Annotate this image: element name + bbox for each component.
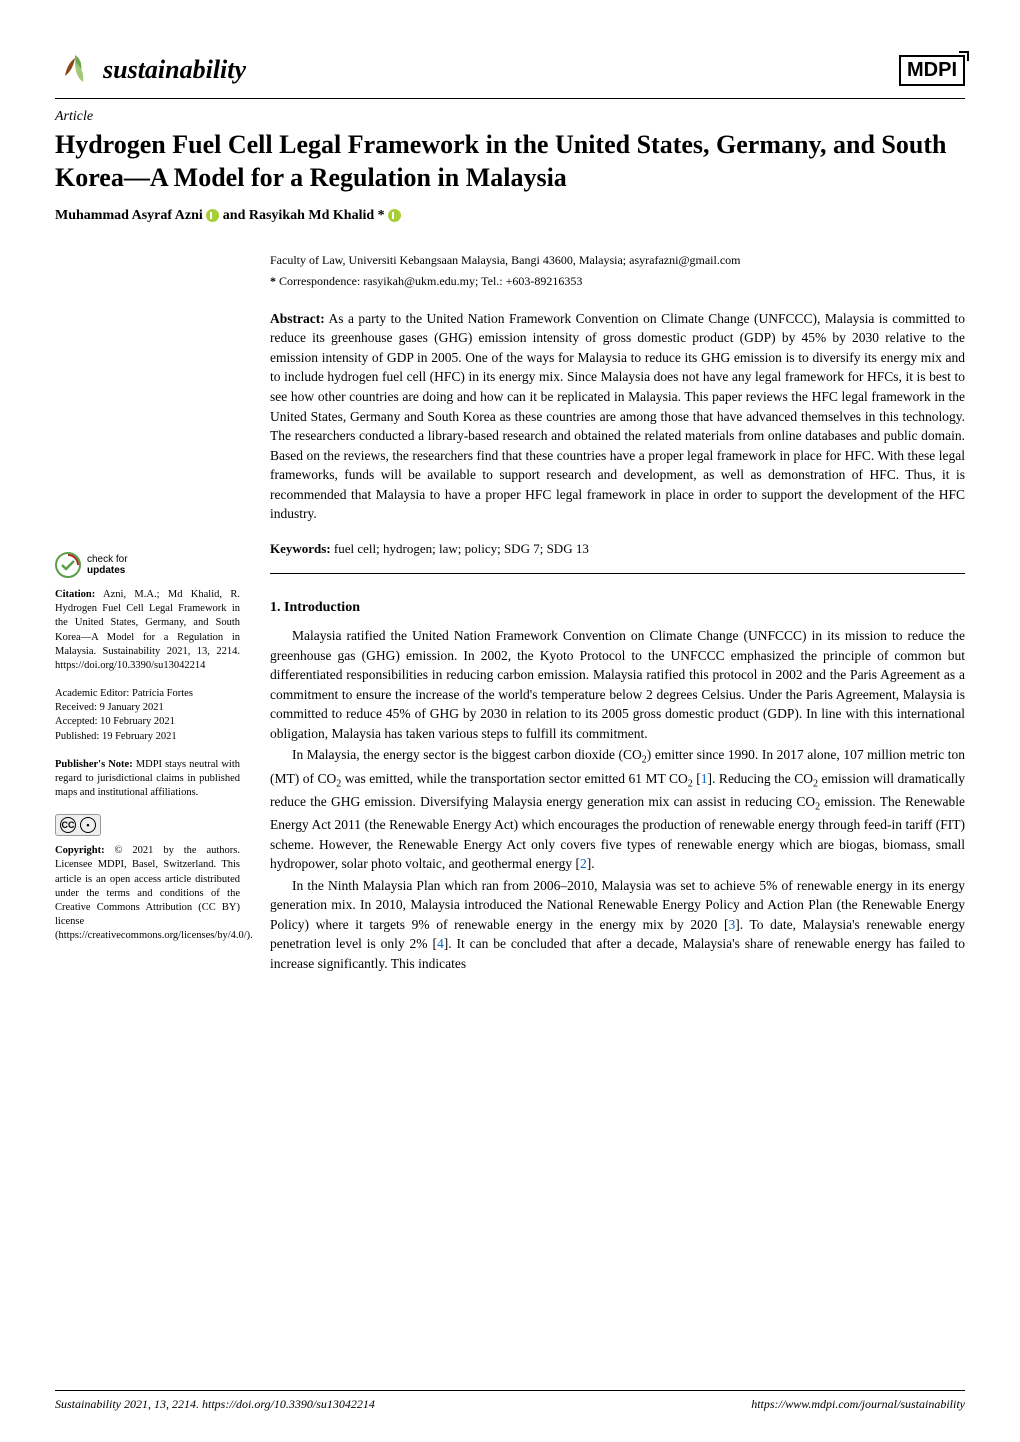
mdpi-logo: MDPI [899, 55, 965, 86]
sidebar: check for updates Citation: Azni, M.A.; … [55, 252, 240, 976]
page-header: sustainability MDPI [55, 50, 965, 99]
author-1: Muhammad Asyraf Azni [55, 208, 203, 223]
check-updates-icon [55, 552, 81, 578]
intro-para-2: In Malaysia, the energy sector is the bi… [270, 745, 965, 873]
editor-block: Academic Editor: Patrícia Fortes Receive… [55, 687, 240, 744]
authors: Muhammad Asyraf Azni and Rasyikah Md Kha… [55, 208, 965, 224]
ref-4[interactable]: 4 [437, 936, 444, 951]
cc-icon: CC [60, 817, 76, 833]
editor-label: Academic Editor: [55, 688, 129, 699]
orcid-icon[interactable] [388, 209, 401, 222]
copyright-block: Copyright: © 2021 by the authors. Licens… [55, 844, 240, 943]
note-label: Publisher's Note: [55, 759, 133, 770]
citation-label: Citation: [55, 589, 95, 600]
leaf-icon [55, 50, 95, 90]
author-2: and Rasyikah Md Khalid * [223, 208, 385, 223]
check-updates[interactable]: check for updates [55, 552, 240, 578]
citation-block: Citation: Azni, M.A.; Md Khalid, R. Hydr… [55, 588, 240, 673]
page-footer: Sustainability 2021, 13, 2214. https://d… [55, 1390, 965, 1412]
copyright-label: Copyright: [55, 845, 105, 856]
check-line1: check for [87, 554, 128, 565]
intro-para-3: In the Ninth Malaysia Plan which ran fro… [270, 876, 965, 974]
ref-1[interactable]: 1 [701, 771, 708, 786]
abstract-text: As a party to the United Nation Framewor… [270, 311, 965, 522]
correspondence-star: * [270, 274, 276, 288]
mdpi-corner-icon [959, 51, 969, 61]
main-grid: check for updates Citation: Azni, M.A.; … [55, 252, 965, 976]
affiliation: Faculty of Law, Universiti Kebangsaan Ma… [270, 252, 965, 269]
keywords-text: fuel cell; hydrogen; law; policy; SDG 7;… [334, 541, 589, 556]
copyright-text: © 2021 by the authors. Licensee MDPI, Ba… [55, 845, 253, 941]
check-line2: updates [87, 565, 128, 576]
abstract: Abstract: As a party to the United Natio… [270, 309, 965, 524]
article-title: Hydrogen Fuel Cell Legal Framework in th… [55, 129, 965, 194]
abstract-label: Abstract: [270, 311, 325, 326]
journal-logo: sustainability [55, 50, 246, 90]
keywords: Keywords: fuel cell; hydrogen; law; poli… [270, 540, 965, 574]
correspondence: * Correspondence: rasyikah@ukm.edu.my; T… [270, 273, 965, 290]
received-date: Received: 9 January 2021 [55, 702, 164, 713]
journal-name: sustainability [103, 55, 246, 85]
keywords-label: Keywords: [270, 541, 331, 556]
main-content: Faculty of Law, Universiti Kebangsaan Ma… [270, 252, 965, 976]
footer-right[interactable]: https://www.mdpi.com/journal/sustainabil… [751, 1397, 965, 1412]
publishers-note: Publisher's Note: MDPI stays neutral wit… [55, 758, 240, 801]
ref-2[interactable]: 2 [580, 856, 587, 871]
by-icon: • [80, 817, 96, 833]
section-heading: 1. Introduction [270, 598, 965, 618]
editor-name: Patrícia Fortes [132, 688, 193, 699]
publisher-name: MDPI [907, 59, 957, 81]
citation-text: Azni, M.A.; Md Khalid, R. Hydrogen Fuel … [55, 589, 240, 671]
orcid-icon[interactable] [206, 209, 219, 222]
footer-left: Sustainability 2021, 13, 2214. https://d… [55, 1397, 375, 1412]
correspondence-text: Correspondence: rasyikah@ukm.edu.my; Tel… [279, 274, 582, 288]
accepted-date: Accepted: 10 February 2021 [55, 716, 175, 727]
cc-license-badge[interactable]: CC • [55, 814, 240, 836]
intro-para-1: Malaysia ratified the United Nation Fram… [270, 626, 965, 743]
article-type: Article [55, 109, 965, 125]
published-date: Published: 19 February 2021 [55, 731, 177, 742]
check-updates-text: check for updates [87, 554, 128, 576]
